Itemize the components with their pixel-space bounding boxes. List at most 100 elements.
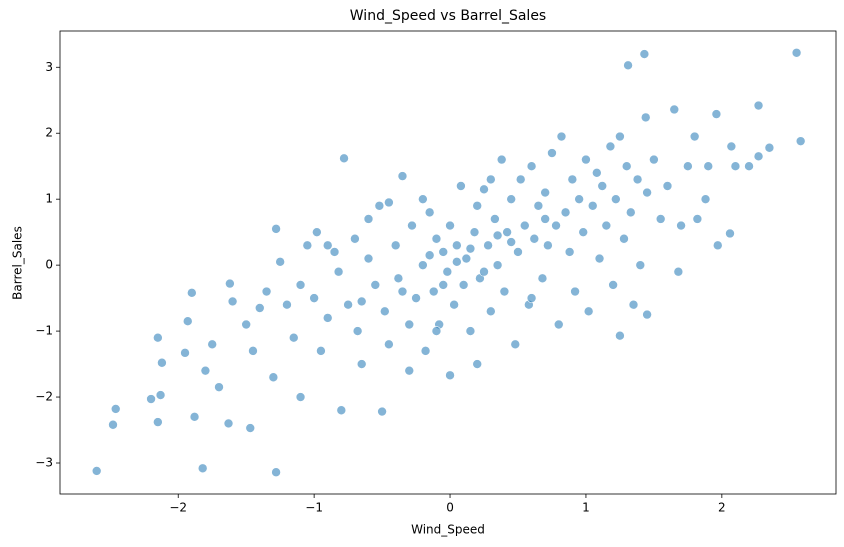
point (377, 406, 387, 417)
y-tick-label: −1 (35, 324, 53, 338)
point (223, 418, 234, 429)
point (597, 181, 608, 191)
point (428, 286, 439, 297)
point (91, 466, 102, 476)
point (329, 247, 340, 257)
point (689, 131, 700, 142)
point (537, 273, 548, 284)
point (725, 228, 735, 239)
point (411, 293, 421, 303)
point (374, 200, 385, 211)
point (543, 240, 553, 251)
point (642, 187, 652, 198)
point (640, 112, 651, 123)
point (452, 257, 462, 267)
y-tick-label: 2 (45, 126, 53, 140)
point (547, 148, 557, 158)
point (506, 194, 516, 204)
point (574, 194, 584, 204)
point (581, 154, 591, 165)
point (526, 161, 537, 172)
point (486, 306, 496, 317)
point (339, 153, 349, 164)
point (153, 417, 163, 427)
point (153, 332, 163, 343)
point (623, 60, 633, 71)
y-tick-label: 3 (45, 60, 53, 74)
point (245, 423, 256, 433)
point (567, 174, 578, 185)
point (711, 109, 722, 119)
point (619, 233, 629, 244)
point (452, 240, 462, 251)
point (438, 247, 449, 257)
point (352, 326, 363, 336)
point (282, 299, 292, 310)
point (424, 207, 435, 218)
point (333, 266, 344, 277)
chart-title: Wind_Speed vs Barrel_Sales (350, 8, 546, 24)
points (91, 47, 806, 478)
point (587, 200, 598, 211)
point (513, 247, 523, 257)
point (356, 296, 367, 307)
point (676, 220, 686, 231)
point (288, 332, 299, 343)
point (431, 326, 442, 336)
point (483, 240, 493, 251)
point (214, 382, 224, 392)
point (309, 293, 319, 303)
point (499, 286, 510, 297)
point (540, 214, 550, 224)
point (200, 365, 211, 376)
point (486, 174, 496, 185)
point (611, 194, 621, 204)
point (155, 390, 166, 400)
point (110, 404, 121, 414)
point (551, 220, 561, 231)
point (490, 214, 500, 224)
point (363, 253, 374, 264)
point (479, 266, 489, 277)
point (791, 47, 802, 58)
point (594, 253, 605, 264)
point (730, 161, 741, 172)
point (703, 161, 714, 172)
point (187, 288, 197, 298)
point (458, 280, 469, 290)
point (560, 207, 571, 218)
point (384, 197, 394, 208)
point (700, 194, 711, 204)
point (683, 161, 693, 172)
point (322, 240, 333, 251)
point (465, 326, 476, 336)
point (180, 348, 190, 358)
point (570, 286, 580, 297)
point (442, 266, 453, 277)
point (227, 296, 238, 307)
point (515, 174, 526, 185)
point (744, 161, 754, 172)
x-tick-label: 1 (582, 501, 590, 515)
point (615, 131, 625, 142)
point (556, 131, 567, 142)
point (363, 214, 374, 224)
x-tick-label: −1 (305, 501, 323, 515)
point (502, 227, 512, 237)
x-tick-label: 0 (446, 501, 454, 515)
point (564, 247, 575, 257)
point (248, 346, 258, 356)
point (397, 171, 408, 181)
point (189, 412, 200, 422)
x-tick-label: 2 (718, 501, 726, 515)
point (438, 280, 449, 290)
point (625, 207, 636, 218)
point (726, 141, 737, 152)
point (420, 346, 431, 356)
point (578, 227, 589, 237)
point (492, 260, 503, 270)
point (261, 286, 272, 297)
point (673, 266, 684, 277)
point (753, 100, 764, 111)
point (605, 141, 616, 152)
